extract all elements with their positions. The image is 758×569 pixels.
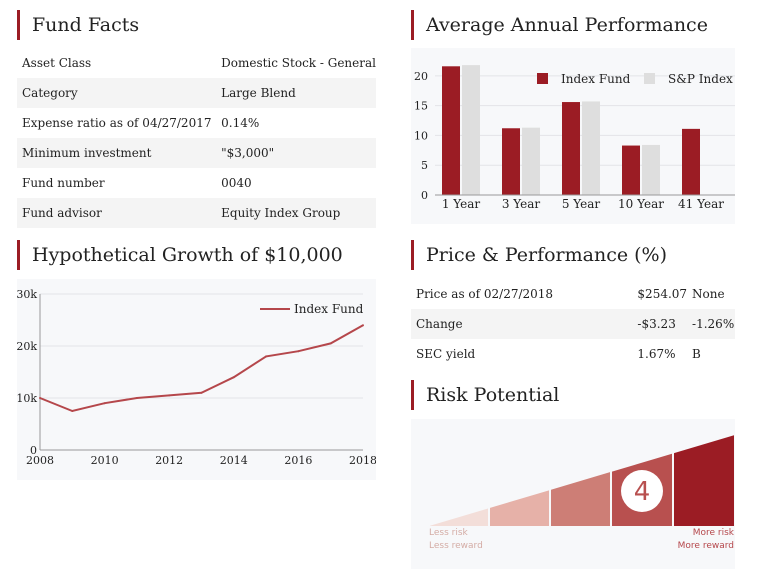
line-point-index-fund — [265, 355, 268, 358]
fund-facts-row: Expense ratio as of 04/27/2017 0.14% — [17, 108, 376, 138]
line-point-index-fund — [200, 391, 203, 394]
fund-facts-row: Minimum investment "$3,000" — [17, 138, 376, 168]
fund-facts-row: Fund advisor Equity Index Group — [17, 198, 376, 228]
legend-swatch-index-fund — [537, 73, 548, 84]
avg-perf-title: Average Annual Performance — [411, 10, 708, 40]
fund-facts-label: Expense ratio as of 04/27/2017 — [22, 116, 212, 130]
growth-chart-panel — [17, 279, 376, 480]
legend-label-sp-index: S&P Index — [668, 72, 733, 86]
line-y-tick-label: 0 — [30, 444, 37, 457]
price-perf-row: Price as of 02/27/2018 $254.07 None — [411, 279, 735, 309]
bar-index-fund-3-year — [502, 128, 520, 195]
bar-s-p-index-3-year — [522, 127, 540, 195]
line-point-index-fund — [39, 397, 41, 399]
risk-less-risk-label: Less risk — [429, 528, 468, 538]
price-perf-label: Price as of 02/27/2018 — [416, 287, 554, 301]
fund-facts-label: Category — [17, 78, 217, 108]
bar-index-fund-10-year — [622, 145, 640, 195]
line-y-tick-label: 30k — [17, 288, 37, 301]
price-perf-value: 1.67% — [637, 347, 676, 361]
fund-facts-table: Asset Class Domestic Stock - General Categ… — [17, 48, 376, 228]
risk-segment-3 — [551, 472, 610, 526]
line-x-tick-label: 2008 — [26, 454, 54, 467]
line-point-index-fund — [135, 397, 138, 399]
line-point-index-fund — [232, 376, 235, 379]
bar-index-fund-5-year — [562, 102, 580, 195]
line-point-index-fund — [168, 394, 171, 397]
bar-index-fund-1-year — [442, 66, 460, 195]
price-perf-row: Change -$3.23 -1.26% — [411, 309, 735, 339]
fund-facts-value: Large Blend — [216, 78, 376, 108]
bar-s-p-index-10-year — [642, 144, 660, 195]
line-point-index-fund — [329, 342, 332, 345]
bar-s-p-index-1-year — [462, 65, 480, 195]
risk-more-reward-label: More reward — [677, 541, 734, 551]
line-x-tick-label: 2010 — [91, 454, 119, 467]
risk-meter: 4 — [430, 435, 734, 526]
line-point-index-fund — [71, 410, 74, 412]
fund-facts-label: Asset Class — [22, 56, 92, 70]
price-perf-value: -$3.23 — [632, 309, 688, 339]
bar-y-tick-label: 15 — [414, 100, 428, 113]
line-x-tick-label: 2018 — [349, 454, 376, 467]
fund-facts-value: 0040 — [221, 176, 252, 190]
risk-segment-2 — [490, 490, 549, 526]
avg-perf-legend: Index Fund S&P Index — [537, 72, 733, 86]
risk-level-number: 4 — [634, 477, 651, 507]
growth-title: Hypothetical Growth of $10,000 — [17, 240, 343, 270]
price-perf-label: SEC yield — [416, 347, 476, 361]
bar-index-fund-41-year — [682, 128, 700, 195]
price-perf-title: Price & Performance (%) — [411, 240, 667, 270]
fund-facts-label: Minimum investment — [17, 138, 217, 168]
bar-x-tick-label: 10 Year — [618, 197, 664, 211]
bar-s-p-index-5-year — [582, 101, 600, 195]
avg-perf-chart: 0 5 10 15 20 1 Year 3 Year 5 Year 10 Year 41 Year… — [414, 65, 735, 211]
fund-facts-value: "$3,000" — [216, 138, 376, 168]
bar-y-tick-label: 20 — [414, 70, 428, 83]
price-perf-extra: B — [692, 347, 701, 361]
growth-chart: 0 10k 20k 30k 2008 2010 2012 2014 2016 2018 Index… — [17, 288, 376, 467]
line-x-tick-label: 2014 — [220, 454, 248, 467]
bar-x-tick-label: 1 Year — [442, 197, 481, 211]
fund-facts-value: Domestic Stock - General — [221, 56, 376, 70]
bar-y-tick-label: 10 — [414, 129, 428, 142]
bar-x-tick-label: 41 Year — [678, 197, 724, 211]
fund-facts-label: Fund advisor — [17, 198, 217, 228]
fund-facts-label: Fund number — [22, 176, 105, 190]
line-x-tick-label: 2012 — [155, 454, 183, 467]
price-perf-extra: -1.26% — [687, 309, 735, 339]
fund-facts-value: 0.14% — [221, 116, 260, 130]
fund-facts-title: Fund Facts — [17, 10, 139, 40]
bar-x-tick-label: 5 Year — [562, 197, 601, 211]
risk-title: Risk Potential — [411, 380, 559, 410]
risk-less-reward-label: Less reward — [429, 541, 483, 551]
bar-x-tick-label: 3 Year — [502, 197, 541, 211]
risk-more-risk-label: More risk — [692, 528, 734, 538]
fund-facts-row: Asset Class Domestic Stock - General — [17, 48, 376, 78]
fund-facts-row: Category Large Blend — [17, 78, 376, 108]
price-perf-value: $254.07 — [637, 287, 688, 301]
price-perf-row: SEC yield 1.67% B — [411, 339, 735, 369]
line-x-tick-label: 2016 — [284, 454, 312, 467]
fund-facts-row: Fund number 0040 — [17, 168, 376, 198]
legend-swatch-sp-index — [644, 73, 655, 84]
legend-label-growth-index-fund: Index Fund — [294, 302, 364, 316]
bar-y-tick-label: 5 — [421, 159, 428, 172]
line-point-index-fund — [103, 402, 106, 405]
risk-segment-1 — [430, 508, 488, 526]
line-point-index-fund — [362, 324, 364, 327]
price-perf-label: Change — [411, 309, 633, 339]
line-point-index-fund — [297, 350, 300, 353]
growth-legend: Index Fund — [260, 302, 364, 316]
risk-level-marker — [621, 470, 663, 512]
fund-facts-value: Equity Index Group — [216, 198, 376, 228]
line-y-tick-label: 10k — [17, 392, 37, 405]
line-y-tick-label: 20k — [17, 340, 37, 353]
risk-segment-5 — [674, 435, 734, 526]
legend-label-index-fund: Index Fund — [561, 72, 631, 86]
price-perf-extra: None — [692, 287, 725, 301]
bar-y-tick-label: 0 — [421, 189, 428, 202]
price-perf-table: Price as of 02/27/2018 $254.07 None Change -… — [411, 279, 735, 369]
